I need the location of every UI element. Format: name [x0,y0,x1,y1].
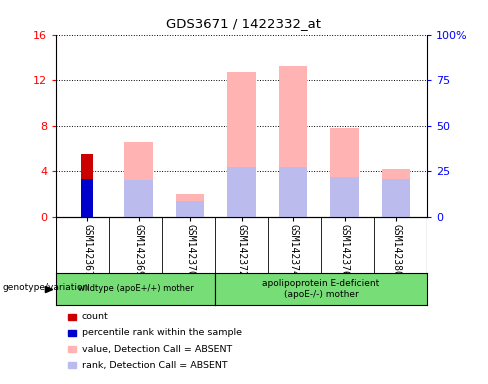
Bar [227,72,256,217]
Bar [279,167,307,217]
Text: apolipoprotein E-deficient
(apoE-/-) mother: apolipoprotein E-deficient (apoE-/-) mot… [263,279,380,299]
Bar [124,142,153,217]
Bar [81,179,93,217]
Text: rank, Detection Call = ABSENT: rank, Detection Call = ABSENT [82,361,227,370]
Text: GDS3671 / 1422332_at: GDS3671 / 1422332_at [166,17,322,30]
Bar [330,128,359,217]
Text: genotype/variation: genotype/variation [2,283,89,292]
Polygon shape [45,286,53,293]
Bar [124,180,153,217]
Bar [176,201,204,217]
Text: percentile rank within the sample: percentile rank within the sample [82,328,242,338]
Bar [81,154,93,217]
Bar [330,177,359,217]
Bar [279,66,307,217]
Bar [382,179,410,217]
Text: wildtype (apoE+/+) mother: wildtype (apoE+/+) mother [78,285,193,293]
Text: value, Detection Call = ABSENT: value, Detection Call = ABSENT [82,344,232,354]
Bar [382,169,410,217]
Bar [227,167,256,217]
Bar [176,194,204,217]
Text: count: count [82,312,109,321]
